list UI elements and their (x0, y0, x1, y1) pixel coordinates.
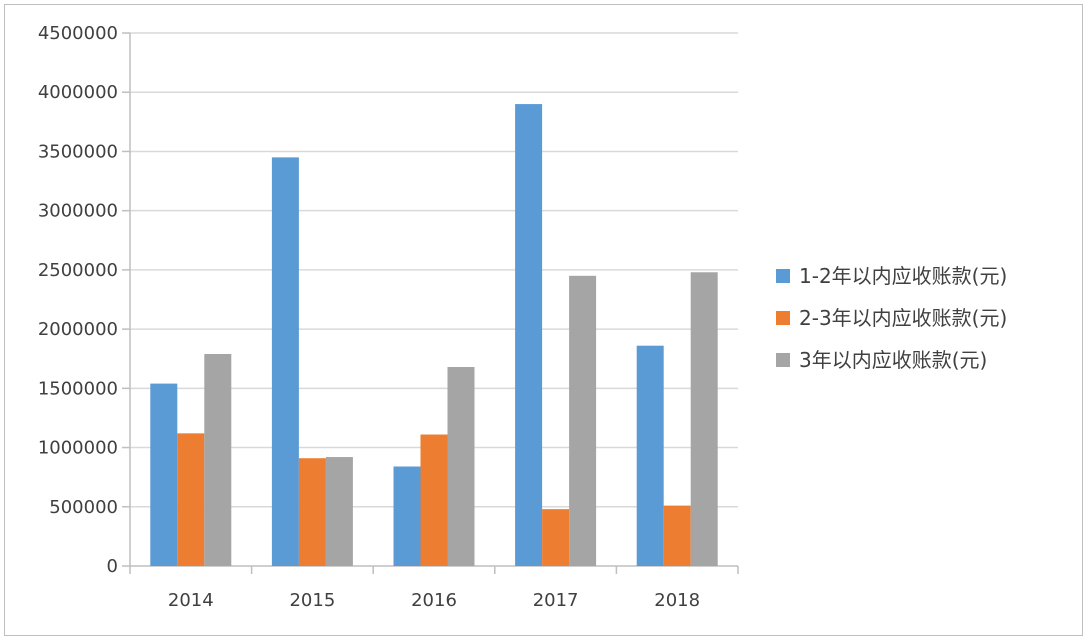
bar-1-2016 (393, 466, 421, 566)
y-tick-label: 3000000 (38, 201, 118, 222)
legend-label: 2-3年以内应收账款(元) (799, 306, 1007, 330)
x-tick-label: 2017 (533, 590, 579, 611)
y-tick-label: 1500000 (38, 378, 118, 399)
bar-1-2017 (515, 104, 543, 567)
y-axis: 0 500000 1000000 1500000 2000000 2500000 30000… (38, 23, 131, 577)
bar-2-2016 (420, 434, 448, 566)
legend-swatch (776, 269, 790, 283)
bar-1-2014 (150, 383, 178, 566)
gridlines (130, 32, 738, 508)
bar-2-2014 (177, 433, 205, 566)
bar-3-2016 (447, 367, 475, 566)
y-tick-label: 2500000 (38, 260, 118, 281)
bar-3-2017 (569, 275, 597, 566)
bar-3-2018 (690, 272, 718, 566)
bar-2-2015 (298, 458, 326, 566)
legend-label: 3年以内应收账款(元) (799, 348, 987, 372)
y-tick-label: 0 (107, 556, 118, 577)
bars (150, 104, 718, 567)
y-tick-label: 1000000 (38, 438, 118, 459)
bar-2-2017 (542, 509, 570, 566)
bar-1-2018 (636, 345, 664, 566)
y-tick-label: 4500000 (38, 23, 118, 44)
x-tick-label: 2014 (168, 590, 214, 611)
legend-swatch (776, 311, 790, 325)
x-tick-label: 2016 (411, 590, 457, 611)
bar-1-2015 (271, 157, 299, 566)
bar-2-2018 (663, 505, 691, 566)
y-tick-label: 500000 (49, 497, 118, 518)
y-tick-label: 2000000 (38, 319, 118, 340)
x-axis: 2014 2015 2016 2017 2018 (129, 565, 739, 611)
legend-swatch (776, 353, 790, 367)
y-tick-label: 4000000 (38, 82, 118, 103)
x-tick-label: 2018 (654, 590, 700, 611)
legend-label: 1-2年以内应收账款(元) (799, 264, 1007, 288)
bar-3-2014 (204, 353, 232, 566)
y-tick-label: 3500000 (38, 141, 118, 162)
bar-3-2015 (325, 457, 353, 566)
x-tick-label: 2015 (289, 590, 335, 611)
legend: 1-2年以内应收账款(元) 2-3年以内应收账款(元) 3年以内应收账款(元) (776, 264, 1007, 372)
